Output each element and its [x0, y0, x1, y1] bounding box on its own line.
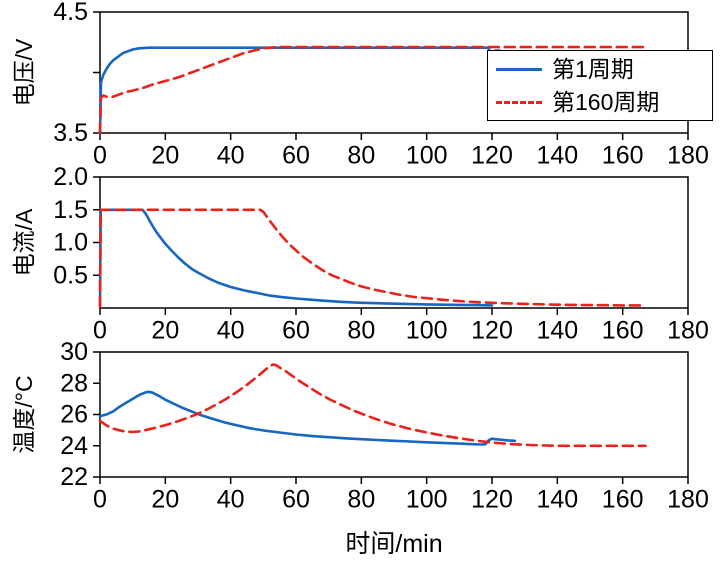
x-tick-label: 140 — [536, 142, 578, 170]
x-tick-label: 80 — [347, 142, 375, 170]
x-tick-label: 100 — [406, 142, 448, 170]
x-tick-label: 100 — [406, 486, 448, 514]
x-tick-label: 0 — [93, 317, 107, 345]
x-tick-label: 120 — [471, 317, 513, 345]
plot-frame-1 — [99, 176, 689, 309]
y-tick-label: 2.0 — [53, 163, 88, 191]
x-tick-label: 40 — [217, 486, 245, 514]
y-tick-label: 0.5 — [53, 261, 88, 289]
x-tick-label: 80 — [347, 486, 375, 514]
legend-line-dashed-icon — [496, 100, 542, 104]
y-axis-title-1: 电流/A — [11, 208, 37, 276]
plot-frame-2 — [99, 351, 689, 478]
series-cycle-1-plot1 — [98, 208, 494, 309]
legend-item-cycle-1: 第1周期 — [496, 56, 704, 82]
x-tick-label: 100 — [406, 317, 448, 345]
legend: 第1周期 第160周期 — [487, 50, 713, 121]
y-tick-label: 30 — [60, 338, 88, 366]
series-cycle-160-plot1 — [98, 208, 647, 309]
x-tick-label: 160 — [602, 486, 644, 514]
x-tick-label: 180 — [667, 486, 709, 514]
x-tick-label: 120 — [471, 486, 513, 514]
x-axis-title: 时间/min — [345, 530, 443, 558]
y-tick-label: 24 — [60, 432, 88, 460]
series-cycle-1-plot2 — [98, 390, 517, 446]
series-cycle-1-plot0 — [98, 46, 502, 135]
x-tick-label: 140 — [536, 317, 578, 345]
legend-label-cycle-160: 第160周期 — [552, 89, 660, 115]
y-tick-label: 1.5 — [53, 196, 88, 224]
x-tick-label: 180 — [667, 142, 709, 170]
x-tick-label: 20 — [151, 486, 179, 514]
x-tick-label: 20 — [151, 142, 179, 170]
x-tick-label: 140 — [536, 486, 578, 514]
x-tick-label: 60 — [282, 486, 310, 514]
legend-item-cycle-160: 第160周期 — [496, 89, 704, 115]
x-tick-label: 60 — [282, 317, 310, 345]
series-cycle-160-plot0 — [98, 45, 647, 135]
x-tick-label: 120 — [471, 142, 513, 170]
y-tick-label: 26 — [60, 401, 88, 429]
x-tick-label: 20 — [151, 317, 179, 345]
y-tick-label: 22 — [60, 463, 88, 491]
y-tick-label: 28 — [60, 369, 88, 397]
x-tick-label: 160 — [602, 317, 644, 345]
x-tick-label: 40 — [217, 317, 245, 345]
x-tick-label: 60 — [282, 142, 310, 170]
x-tick-label: 160 — [602, 142, 644, 170]
y-tick-label: 3.5 — [53, 119, 88, 147]
y-tick-label: 4.5 — [53, 0, 88, 26]
y-axis-title-2: 温度/°C — [11, 375, 37, 453]
y-tick-label: 1.0 — [53, 229, 88, 257]
x-tick-label: 0 — [93, 486, 107, 514]
x-tick-label: 180 — [667, 317, 709, 345]
x-tick-label: 80 — [347, 317, 375, 345]
legend-label-cycle-1: 第1周期 — [552, 56, 634, 82]
legend-line-solid-icon — [496, 67, 542, 71]
series-cycle-160-plot2 — [98, 363, 647, 448]
y-axis-title-0: 电压/V — [11, 38, 37, 106]
x-tick-label: 40 — [217, 142, 245, 170]
x-tick-label: 0 — [93, 142, 107, 170]
